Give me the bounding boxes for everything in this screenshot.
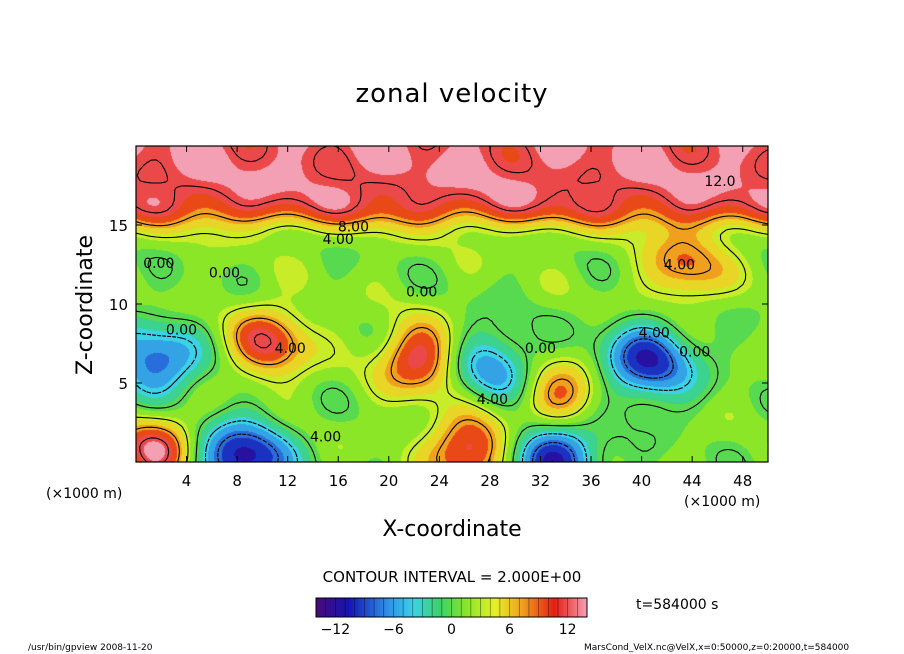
x-tick-label: 36 <box>581 472 600 490</box>
x-unit-right: (×1000 m) <box>684 494 760 510</box>
x-unit-left: (×1000 m) <box>46 486 122 502</box>
y-tick-label: 5 <box>118 375 128 393</box>
y-axis: 5 10 15 <box>109 217 768 393</box>
contour-label: 0.00 <box>406 284 437 300</box>
contour-label: 0.00 <box>143 256 174 272</box>
colorbar-tick-label: 0 <box>447 622 456 638</box>
contour-line-neg8 <box>217 338 674 462</box>
x-tick-label: 24 <box>430 472 449 490</box>
x-tick-label: 40 <box>632 472 651 490</box>
contour-line-8 <box>136 211 768 462</box>
contour-lines <box>136 146 768 462</box>
x-tick-label: 32 <box>531 472 550 490</box>
x-tick-label: 8 <box>232 472 242 490</box>
contour-label: 4.00 <box>477 392 508 408</box>
contour-label: 8.00 <box>338 220 369 236</box>
contour-labels: 12.08.004.004.000.000.000.000.004.004.00… <box>143 174 735 446</box>
contour-label: 4.00 <box>310 430 341 446</box>
contour-interval-label: CONTOUR INTERVAL = 2.000E+00 <box>323 568 582 586</box>
contour-label: 0.00 <box>679 344 710 360</box>
heatmap-field <box>136 146 768 462</box>
contour-label: 4.00 <box>664 258 695 274</box>
x-tick-label: 48 <box>733 472 752 490</box>
y-tick-label: 15 <box>109 217 128 235</box>
colorbar-tick-label: 6 <box>505 622 514 638</box>
footer-left: /usr/bin/gpview 2008-11-20 <box>28 643 153 653</box>
chart-title: zonal velocity <box>355 79 548 109</box>
x-axis: 4 8 12 16 20 24 28 32 36 40 44 48 <box>182 146 752 490</box>
colorbar-tick-label: −6 <box>383 622 404 638</box>
contour-line-12 <box>136 146 768 462</box>
y-axis-label: Z-coordinate <box>73 235 98 375</box>
contour-label: 0.00 <box>209 265 240 281</box>
x-tick-label: 4 <box>182 472 192 490</box>
colorbar-tick-label: 12 <box>559 622 577 638</box>
contour-label: 4.00 <box>275 341 306 357</box>
contour-line-neg4 <box>136 326 693 462</box>
x-tick-label: 28 <box>480 472 499 490</box>
contour-label: 4.00 <box>639 325 670 341</box>
contour-label: 0.00 <box>166 322 197 338</box>
colorbar-tick-label: −12 <box>321 622 351 638</box>
y-tick-label: 10 <box>109 296 128 314</box>
contour-label: 12.0 <box>704 174 735 190</box>
contour-label: 0.00 <box>525 341 556 357</box>
x-tick-label: 16 <box>329 472 348 490</box>
contour-line-0 <box>136 256 768 462</box>
time-label: t=584000 s <box>636 597 718 613</box>
x-tick-label: 20 <box>379 472 398 490</box>
x-axis-label: X-coordinate <box>382 517 521 542</box>
contour-label: 4.00 <box>323 232 354 248</box>
colorbar-ticks: −12 −6 0 6 12 <box>321 598 578 638</box>
contour-line-4 <box>136 225 768 462</box>
x-tick-label: 12 <box>278 472 297 490</box>
x-tick-label: 44 <box>683 472 702 490</box>
footer-right: MarsCond_VelX.nc@VelX,x=0:50000,z=0:2000… <box>584 643 849 653</box>
